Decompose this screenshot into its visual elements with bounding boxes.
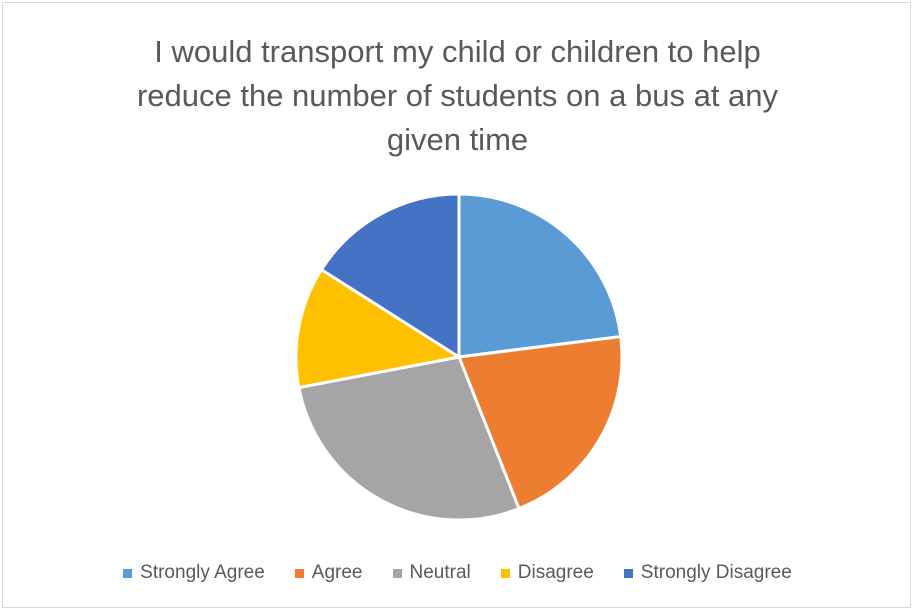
chart-title-line-3: given time (386, 122, 529, 157)
legend-item-strongly-disagree: Strongly Disagree (623, 562, 792, 584)
chart-title-line-2: reduce the number of students on a bus a… (136, 78, 779, 113)
legend-item-agree: Agree (294, 562, 363, 584)
pie-slice-strongly-agree (457, 192, 623, 359)
pie-slice-strongly-disagree (319, 192, 461, 359)
legend-swatch-strongly-agree (123, 568, 133, 578)
legend-label-strongly-disagree: Strongly Disagree (640, 562, 792, 583)
legend-label-agree: Agree (311, 562, 363, 583)
pie-slice-disagree (294, 268, 461, 390)
legend-item-disagree: Disagree (500, 562, 594, 584)
chart-title-line-1: I would transport my child or children t… (154, 34, 761, 69)
legend-item-neutral: Neutral (392, 562, 471, 584)
chart-title: I would transport my child or children t… (0, 30, 915, 162)
legend-label-neutral: Neutral (409, 562, 471, 583)
legend-swatch-neutral (392, 568, 402, 578)
legend-item-strongly-agree: Strongly Agree (123, 562, 265, 584)
legend: Strongly Agree Agree Neutral Disagree St… (0, 562, 915, 584)
pie-slice-agree (457, 335, 624, 511)
legend-label-disagree: Disagree (517, 562, 594, 583)
legend-swatch-disagree (500, 568, 510, 578)
legend-label-strongly-agree: Strongly Agree (140, 562, 265, 583)
legend-swatch-strongly-disagree (623, 568, 633, 578)
legend-swatch-agree (294, 568, 304, 578)
pie-slice-neutral (297, 355, 521, 522)
